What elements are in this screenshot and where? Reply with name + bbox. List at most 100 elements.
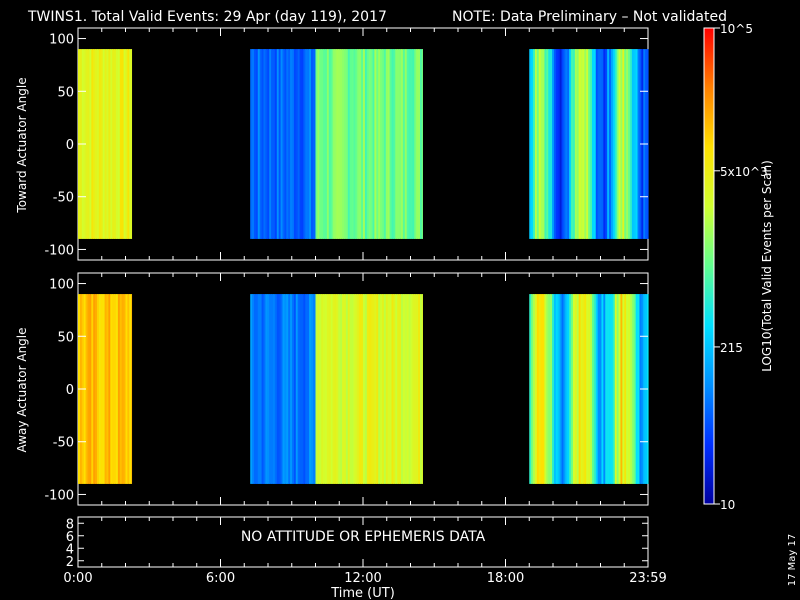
toward-heat-column bbox=[250, 49, 253, 239]
toward-heat-column bbox=[129, 49, 132, 239]
toward-heat-column bbox=[536, 49, 540, 239]
toward-heat-column bbox=[110, 49, 113, 239]
away-heat-column bbox=[399, 294, 402, 484]
away-heat-column bbox=[364, 294, 368, 484]
away-heat-column bbox=[269, 294, 272, 484]
away-heat-column bbox=[310, 294, 314, 484]
toward-heat-column bbox=[127, 49, 130, 239]
away-heat-column bbox=[571, 294, 574, 484]
away-heat-column bbox=[261, 294, 265, 484]
toward-heat-column bbox=[572, 49, 576, 239]
toward-heat-column bbox=[315, 49, 318, 239]
away-heat-column bbox=[334, 294, 337, 484]
toward-ytick-label: -50 bbox=[53, 191, 74, 206]
toward-heat-column bbox=[351, 49, 355, 239]
away-heat-column bbox=[550, 294, 553, 484]
away-heat-column bbox=[116, 294, 119, 484]
toward-heat-column bbox=[286, 49, 289, 239]
away-heat-column bbox=[319, 294, 322, 484]
toward-heat-column bbox=[309, 49, 312, 239]
away-heat-column bbox=[366, 294, 370, 484]
toward-heat-column bbox=[612, 49, 616, 239]
attitude-ytick-label: 4 bbox=[66, 542, 74, 557]
toward-ytick-label: 100 bbox=[49, 33, 74, 48]
toward-heat-column bbox=[529, 49, 532, 239]
toward-heat-column bbox=[607, 49, 610, 239]
away-heat-column bbox=[271, 294, 274, 484]
toward-heat-column bbox=[531, 49, 534, 239]
away-heat-column bbox=[618, 294, 622, 484]
toward-heat-column bbox=[609, 49, 612, 239]
toward-heat-column bbox=[117, 49, 121, 239]
toward-heat-column bbox=[252, 49, 255, 239]
away-heat-column bbox=[552, 294, 555, 484]
toward-heat-column bbox=[326, 49, 330, 239]
toward-heat-column bbox=[595, 49, 599, 239]
toward-heat-column bbox=[116, 49, 119, 239]
toward-heat-column bbox=[546, 49, 549, 239]
toward-heat-column bbox=[317, 49, 320, 239]
away-heat-column bbox=[631, 294, 635, 484]
toward-heat-column bbox=[586, 49, 589, 239]
away-heat-column bbox=[98, 294, 102, 484]
away-heat-column bbox=[378, 294, 381, 484]
away-heat-column bbox=[408, 294, 412, 484]
away-heat-column bbox=[286, 294, 289, 484]
away-heat-column bbox=[629, 294, 633, 484]
away-heat-column bbox=[635, 294, 639, 484]
toward-heat-column bbox=[357, 49, 360, 239]
away-heat-column bbox=[591, 294, 595, 484]
away-heat-column bbox=[347, 294, 351, 484]
away-heat-column bbox=[117, 294, 121, 484]
toward-heat-column bbox=[399, 49, 402, 239]
toward-heat-column bbox=[338, 49, 341, 239]
away-heat-column bbox=[349, 294, 353, 484]
toward-heat-column bbox=[328, 49, 332, 239]
toward-heat-column bbox=[263, 49, 266, 239]
away-heat-column bbox=[321, 294, 324, 484]
away-heat-column bbox=[299, 294, 303, 484]
away-heat-column bbox=[397, 294, 400, 484]
away-heat-column bbox=[561, 294, 565, 484]
toward-heat-column bbox=[597, 49, 601, 239]
away-heat-column bbox=[291, 294, 295, 484]
away-heat-column bbox=[359, 294, 362, 484]
toward-heat-column bbox=[336, 49, 339, 239]
away-heat-column bbox=[557, 294, 561, 484]
away-heat-column bbox=[555, 294, 559, 484]
away-heat-column bbox=[382, 294, 385, 484]
away-heat-column bbox=[616, 294, 620, 484]
toward-heat-column bbox=[89, 49, 92, 239]
away-heat-column bbox=[104, 294, 108, 484]
toward-heat-column bbox=[374, 49, 377, 239]
toward-heat-column bbox=[548, 49, 551, 239]
toward-heat-column bbox=[603, 49, 606, 239]
away-heat-column bbox=[100, 294, 104, 484]
away-heat-column bbox=[114, 294, 117, 484]
toward-heat-column bbox=[401, 49, 404, 239]
toward-heat-column bbox=[578, 49, 582, 239]
away-heat-column bbox=[326, 294, 330, 484]
away-heat-column bbox=[250, 294, 253, 484]
toward-heat-column bbox=[588, 49, 591, 239]
away-heat-column bbox=[284, 294, 287, 484]
attitude-ytick-label: 8 bbox=[66, 517, 74, 532]
away-heat-column bbox=[421, 294, 423, 484]
toward-heat-column bbox=[542, 49, 546, 239]
away-heat-column bbox=[85, 294, 89, 484]
toward-heat-column bbox=[397, 49, 400, 239]
away-heat-column bbox=[586, 294, 589, 484]
toward-heat-column bbox=[98, 49, 102, 239]
away-heat-column bbox=[353, 294, 356, 484]
toward-heat-column bbox=[574, 49, 578, 239]
away-heat-column bbox=[590, 294, 593, 484]
away-heat-column bbox=[374, 294, 377, 484]
xaxis-title: Time (UT) bbox=[330, 586, 395, 600]
away-heat-column bbox=[569, 294, 572, 484]
colorbar-tick-label: 215 bbox=[720, 341, 743, 355]
toward-heat-column bbox=[599, 49, 603, 239]
toward-heat-column bbox=[257, 49, 261, 239]
toward-segment-2 bbox=[315, 49, 423, 239]
toward-heat-column bbox=[319, 49, 322, 239]
toward-heat-column bbox=[361, 49, 364, 239]
